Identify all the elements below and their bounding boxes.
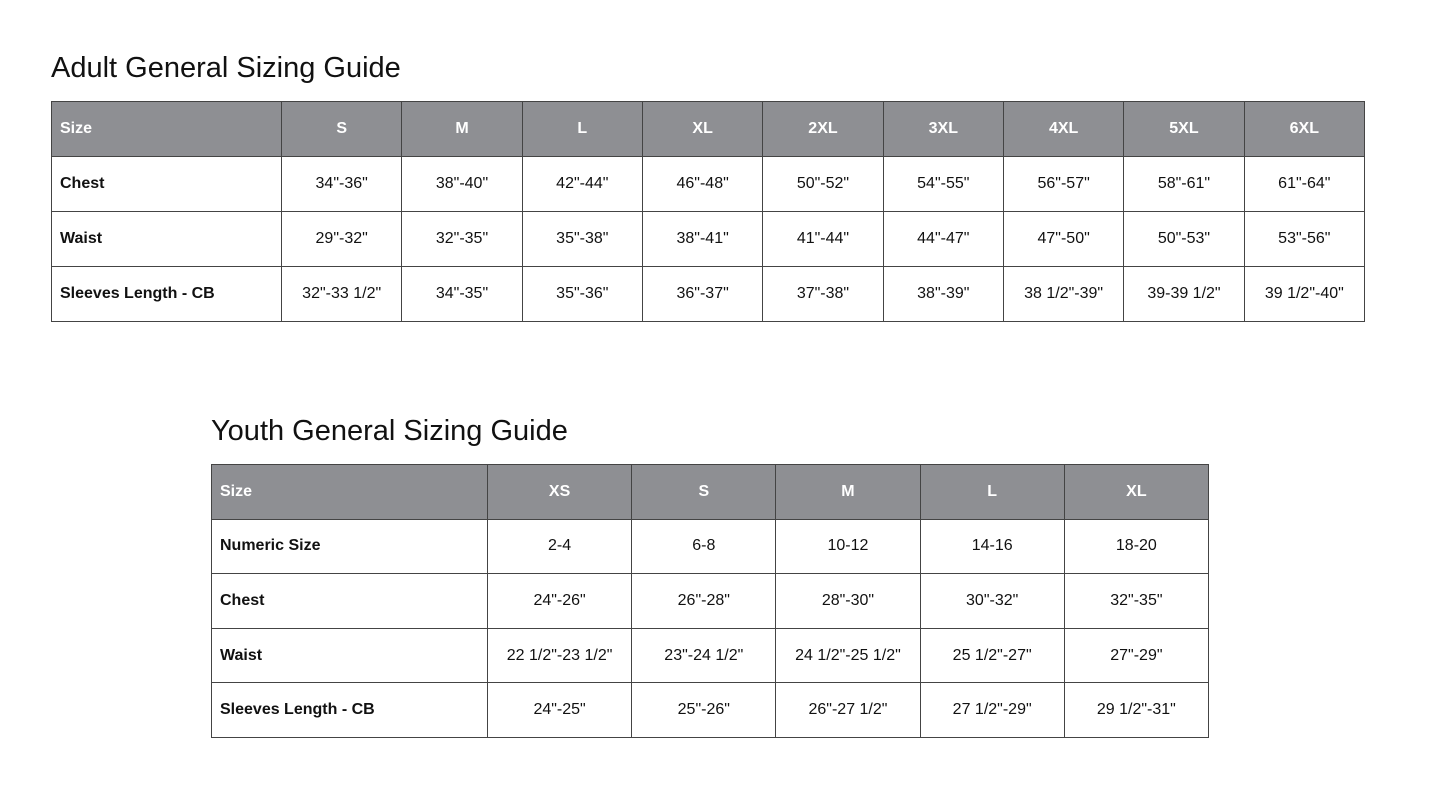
table-cell: 41"-44" xyxy=(762,211,884,267)
table-cell: 37"-38" xyxy=(762,266,884,322)
table-cell: 47"-50" xyxy=(1002,211,1125,267)
youth-title: Youth General Sizing Guide xyxy=(211,415,568,447)
table-cell: 25"-26" xyxy=(631,682,777,738)
table-cell: 27"-29" xyxy=(1063,627,1210,684)
table-cell: 2-4 xyxy=(486,518,633,575)
table-cell: 34"-36" xyxy=(280,156,403,212)
table-cell: 39-39 1/2" xyxy=(1123,266,1245,322)
row-label: Waist xyxy=(211,627,488,684)
table-cell: 50"-53" xyxy=(1123,211,1245,267)
header-size-4xl: 4XL xyxy=(1002,101,1125,157)
table-row: Waist 29"-32" 32"-35" 35"-38" 38"-41" 41"-44"… xyxy=(51,211,1366,267)
table-cell: 26"-27 1/2" xyxy=(775,682,921,738)
header-size-m: M xyxy=(775,464,921,520)
table-row: Waist 22 1/2"-23 1/2" 23"-24 1/2" 24 1/2"-2… xyxy=(211,627,1210,684)
table-cell: 14-16 xyxy=(919,518,1065,575)
table-cell: 42"-44" xyxy=(521,156,643,212)
table-cell: 22 1/2"-23 1/2" xyxy=(486,627,633,684)
row-label: Sleeves Length - CB xyxy=(51,266,282,322)
table-cell: 61"-64" xyxy=(1243,156,1366,212)
table-cell: 29 1/2"-31" xyxy=(1063,682,1210,738)
table-row: Chest 24"-26" 26"-28" 28"-30" 30"-32" 32"-35" xyxy=(211,573,1210,629)
header-size-xl: XL xyxy=(641,101,764,157)
table-cell: 6-8 xyxy=(631,518,777,575)
header-size-xl: XL xyxy=(1063,464,1210,520)
table-cell: 32"-35" xyxy=(1063,573,1210,629)
table-cell: 32"-35" xyxy=(401,211,523,267)
table-cell: 32"-33 1/2" xyxy=(280,266,403,322)
table-cell: 39 1/2"-40" xyxy=(1243,266,1366,322)
header-size-label: Size xyxy=(211,464,488,520)
adult-title: Adult General Sizing Guide xyxy=(51,52,401,84)
table-cell: 35"-36" xyxy=(521,266,643,322)
header-size-l: L xyxy=(919,464,1065,520)
table-cell: 36"-37" xyxy=(641,266,764,322)
table-cell: 24"-26" xyxy=(486,573,633,629)
table-cell: 27 1/2"-29" xyxy=(919,682,1065,738)
table-cell: 46"-48" xyxy=(641,156,764,212)
row-label: Numeric Size xyxy=(211,518,488,575)
header-size-xs: XS xyxy=(486,464,633,520)
table-cell: 10-12 xyxy=(775,518,921,575)
table-cell: 50"-52" xyxy=(762,156,884,212)
table-cell: 24 1/2"-25 1/2" xyxy=(775,627,921,684)
table-cell: 26"-28" xyxy=(631,573,777,629)
table-cell: 56"-57" xyxy=(1002,156,1125,212)
header-size-2xl: 2XL xyxy=(762,101,884,157)
table-cell: 29"-32" xyxy=(280,211,403,267)
header-size-s: S xyxy=(280,101,403,157)
table-cell: 30"-32" xyxy=(919,573,1065,629)
header-size-s: S xyxy=(631,464,777,520)
row-label: Sleeves Length - CB xyxy=(211,682,488,738)
table-cell: 38"-39" xyxy=(882,266,1004,322)
table-cell: 54"-55" xyxy=(882,156,1004,212)
table-cell: 24"-25" xyxy=(486,682,633,738)
table-row: Sleeves Length - CB 24"-25" 25"-26" 26"-27 … xyxy=(211,682,1210,738)
header-size-5xl: 5XL xyxy=(1123,101,1245,157)
header-row: Size S M L XL 2XL 3XL 4XL 5XL 6XL xyxy=(51,101,1366,157)
table-row: Numeric Size 2-4 6-8 10-12 14-16 18-20 xyxy=(211,518,1210,575)
table-cell: 44"-47" xyxy=(882,211,1004,267)
row-label: Chest xyxy=(51,156,282,212)
table-cell: 38"-40" xyxy=(401,156,523,212)
adult-sizing-table: Size S M L XL 2XL 3XL 4XL 5XL 6XL Chest 34"-36" 38"-… xyxy=(51,101,1366,322)
row-label: Waist xyxy=(51,211,282,267)
table-row: Chest 34"-36" 38"-40" 42"-44" 46"-48" 50"-52"… xyxy=(51,156,1366,212)
table-cell: 25 1/2"-27" xyxy=(919,627,1065,684)
header-size-m: M xyxy=(401,101,523,157)
table-cell: 34"-35" xyxy=(401,266,523,322)
table-cell: 23"-24 1/2" xyxy=(631,627,777,684)
table-cell: 28"-30" xyxy=(775,573,921,629)
header-size-l: L xyxy=(521,101,643,157)
table-cell: 35"-38" xyxy=(521,211,643,267)
header-size-3xl: 3XL xyxy=(882,101,1004,157)
youth-sizing-table: Size XS S M L XL Numeric Size 2-4 6-8 10-12 14-16 1… xyxy=(211,464,1210,738)
table-cell: 38"-41" xyxy=(641,211,764,267)
table-cell: 38 1/2"-39" xyxy=(1002,266,1125,322)
row-label: Chest xyxy=(211,573,488,629)
header-size-label: Size xyxy=(51,101,282,157)
header-size-6xl: 6XL xyxy=(1243,101,1366,157)
table-cell: 53"-56" xyxy=(1243,211,1366,267)
table-cell: 58"-61" xyxy=(1123,156,1245,212)
table-cell: 18-20 xyxy=(1063,518,1210,575)
header-row: Size XS S M L XL xyxy=(211,464,1210,520)
table-row: Sleeves Length - CB 32"-33 1/2" 34"-35" 35"… xyxy=(51,266,1366,322)
